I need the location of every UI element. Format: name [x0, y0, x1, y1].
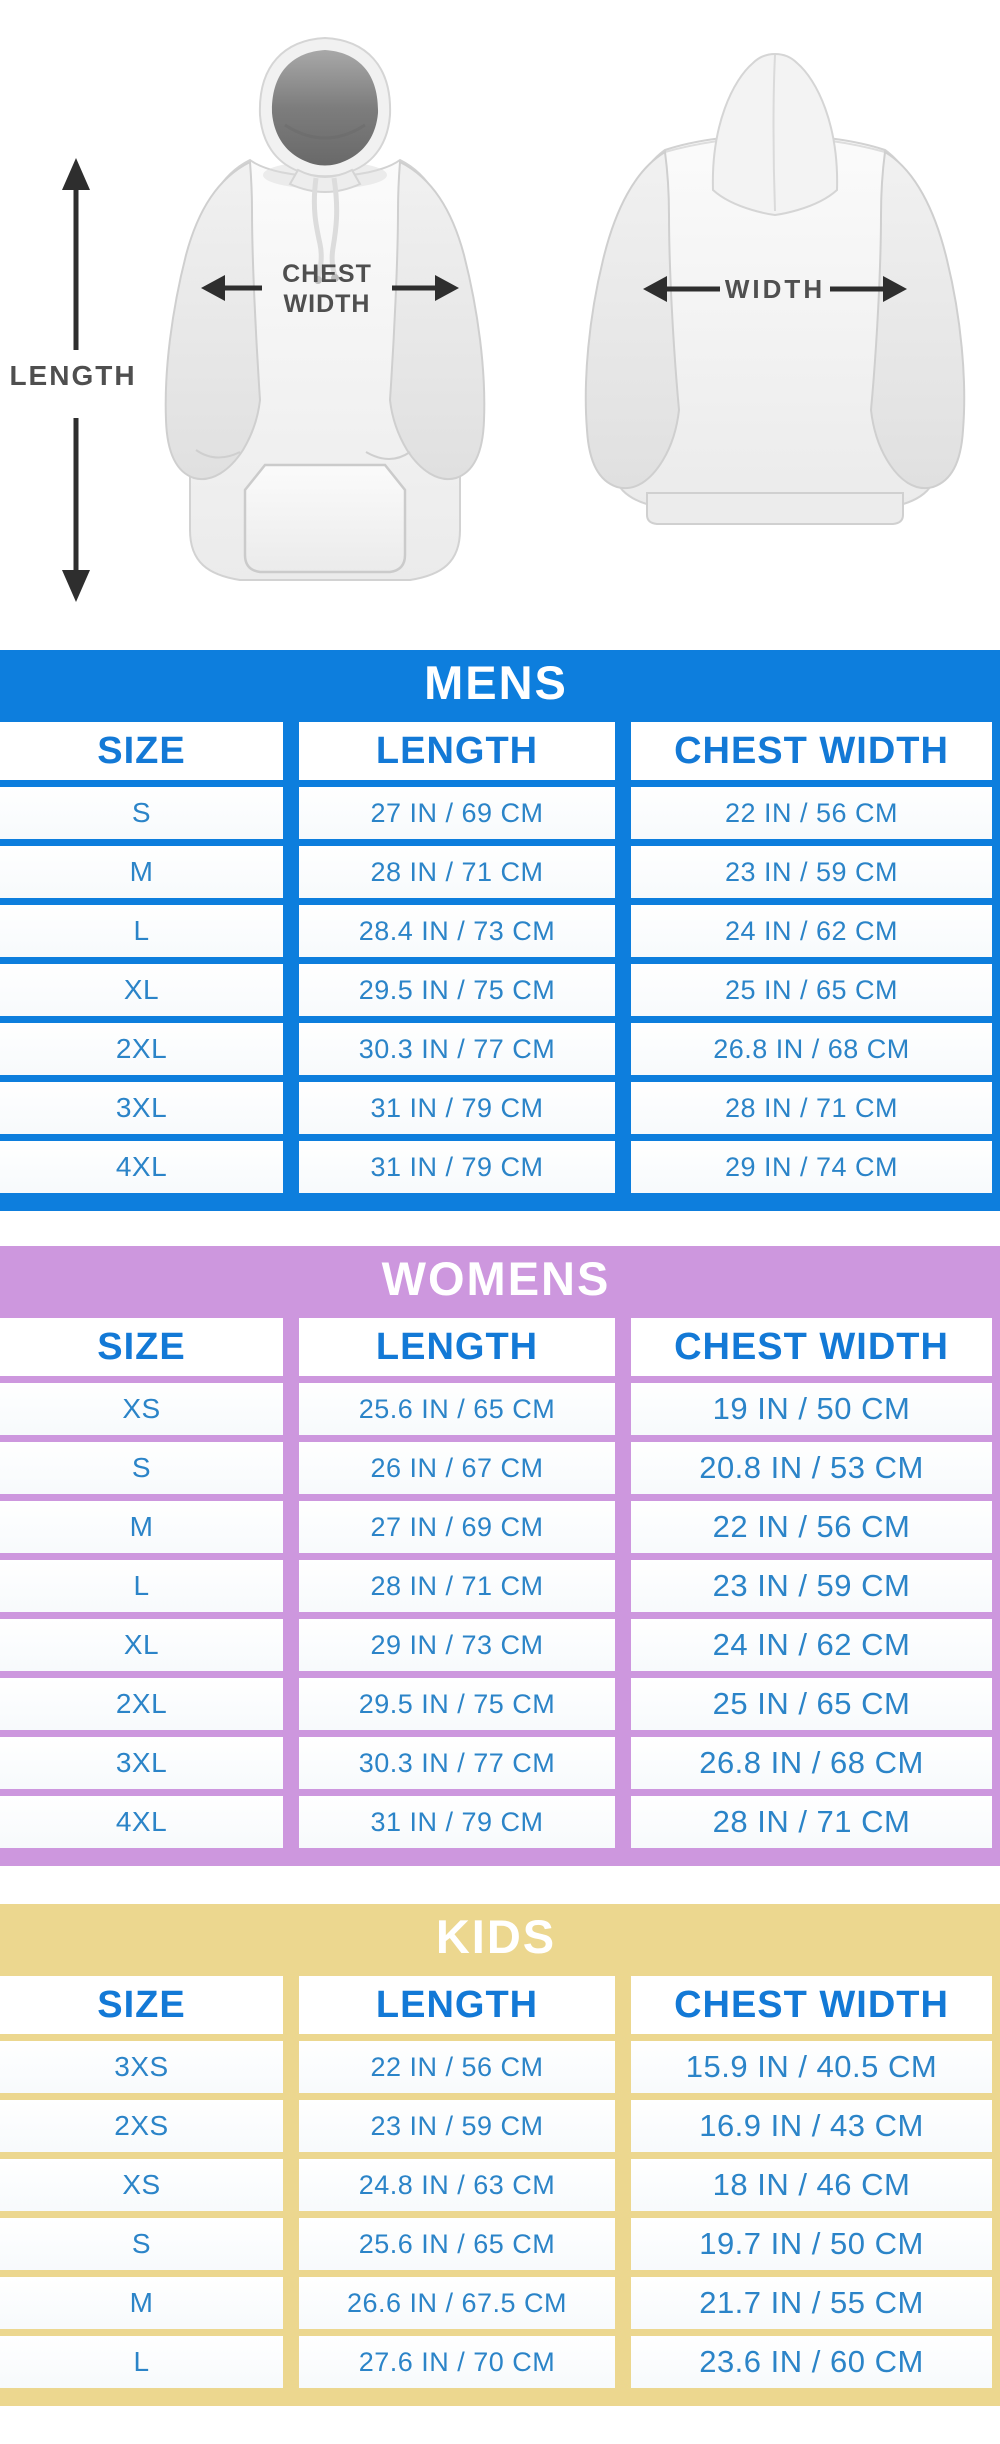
- size-cell: 4XL: [0, 1141, 283, 1193]
- table-bottom-band: [0, 1200, 992, 1211]
- width-arrow-icon: [643, 276, 907, 302]
- length-cell: 26.6 IN / 67.5 CM: [299, 2277, 615, 2329]
- chest-width-cell: 16.9 IN / 43 CM: [631, 2100, 992, 2152]
- chest-width-cell: 19.7 IN / 50 CM: [631, 2218, 992, 2270]
- size-cell: L: [0, 1560, 283, 1612]
- chest-width-cell: 25 IN / 65 CM: [631, 1678, 992, 1730]
- length-cell: 31 IN / 79 CM: [299, 1082, 615, 1134]
- size-cell: XS: [0, 1383, 283, 1435]
- womens-size-table: WOMENS SIZE LENGTH CHEST WIDTH XS 25.6 I…: [0, 1246, 1000, 1866]
- chest-width-cell: 19 IN / 50 CM: [631, 1383, 992, 1435]
- column-header-length: LENGTH: [299, 1318, 615, 1376]
- size-cell: S: [0, 2218, 283, 2270]
- length-cell: 31 IN / 79 CM: [299, 1796, 615, 1848]
- chest-width-cell: 29 IN / 74 CM: [631, 1141, 992, 1193]
- length-cell: 26 IN / 67 CM: [299, 1442, 615, 1494]
- column-header-chest-width: CHEST WIDTH: [631, 1318, 992, 1376]
- chest-width-cell: 24 IN / 62 CM: [631, 1619, 992, 1671]
- length-cell: 27.6 IN / 70 CM: [299, 2336, 615, 2388]
- column-header-length: LENGTH: [299, 1976, 615, 2034]
- size-cell: M: [0, 1501, 283, 1553]
- length-cell: 24.8 IN / 63 CM: [299, 2159, 615, 2211]
- size-cell: S: [0, 1442, 283, 1494]
- table-bottom-band: [0, 1855, 992, 1866]
- kids-size-table: KIDS SIZE LENGTH CHEST WIDTH 3XS 22 IN /…: [0, 1904, 1000, 2406]
- front-hoodie-image: [164, 36, 486, 581]
- measurement-arrows: LENGTH CHEST WIDTH WIDTH: [9, 158, 907, 602]
- measurement-diagram: LENGTH CHEST WIDTH WIDTH: [0, 0, 1000, 650]
- column-header-chest-width: CHEST WIDTH: [631, 1976, 992, 2034]
- size-cell: M: [0, 2277, 283, 2329]
- chest-width-cell: 28 IN / 71 CM: [631, 1796, 992, 1848]
- length-cell: 29.5 IN / 75 CM: [299, 1678, 615, 1730]
- mens-table-title: MENS: [424, 656, 568, 709]
- size-cell: 4XL: [0, 1796, 283, 1848]
- size-cell: L: [0, 905, 283, 957]
- chest-width-cell: 22 IN / 56 CM: [631, 787, 992, 839]
- size-cell: 2XS: [0, 2100, 283, 2152]
- size-cell: XL: [0, 1619, 283, 1671]
- chest-width-cell: 23 IN / 59 CM: [631, 1560, 992, 1612]
- size-cell: 3XL: [0, 1082, 283, 1134]
- column-header-chest-width: CHEST WIDTH: [631, 722, 992, 780]
- length-cell: 25.6 IN / 65 CM: [299, 1383, 615, 1435]
- size-cell: 2XL: [0, 1023, 283, 1075]
- chest-width-cell: 24 IN / 62 CM: [631, 905, 992, 957]
- chest-width-cell: 25 IN / 65 CM: [631, 964, 992, 1016]
- length-label: LENGTH: [9, 360, 136, 391]
- size-cell: XL: [0, 964, 283, 1016]
- back-hoodie-image: [584, 53, 966, 525]
- size-cell: XS: [0, 2159, 283, 2211]
- size-cell: 3XL: [0, 1737, 283, 1789]
- chest-width-cell: 18 IN / 46 CM: [631, 2159, 992, 2211]
- size-cell: 3XS: [0, 2041, 283, 2093]
- length-cell: 23 IN / 59 CM: [299, 2100, 615, 2152]
- length-cell: 28 IN / 71 CM: [299, 1560, 615, 1612]
- length-cell: 28 IN / 71 CM: [299, 846, 615, 898]
- column-header-length: LENGTH: [299, 722, 615, 780]
- back-width-label: WIDTH: [725, 274, 825, 304]
- chest-width-cell: 26.8 IN / 68 CM: [631, 1023, 992, 1075]
- chest-width-cell: 23.6 IN / 60 CM: [631, 2336, 992, 2388]
- length-cell: 22 IN / 56 CM: [299, 2041, 615, 2093]
- size-cell: L: [0, 2336, 283, 2388]
- chest-width-cell: 26.8 IN / 68 CM: [631, 1737, 992, 1789]
- size-cell: 2XL: [0, 1678, 283, 1730]
- chest-width-cell: 22 IN / 56 CM: [631, 1501, 992, 1553]
- mens-size-table: MENS SIZE LENGTH CHEST WIDTH S 27 IN / 6…: [0, 650, 1000, 1211]
- length-cell: 29 IN / 73 CM: [299, 1619, 615, 1671]
- chest-width-cell: 23 IN / 59 CM: [631, 846, 992, 898]
- chest-width-cell: 20.8 IN / 53 CM: [631, 1442, 992, 1494]
- chest-width-cell: 28 IN / 71 CM: [631, 1082, 992, 1134]
- length-cell: 27 IN / 69 CM: [299, 1501, 615, 1553]
- chest-width-cell: 21.7 IN / 55 CM: [631, 2277, 992, 2329]
- kids-table-title: KIDS: [435, 1910, 557, 1963]
- column-header-size: SIZE: [0, 1318, 283, 1376]
- size-cell: M: [0, 846, 283, 898]
- length-cell: 29.5 IN / 75 CM: [299, 964, 615, 1016]
- length-arrow-icon: [62, 158, 90, 602]
- length-cell: 30.3 IN / 77 CM: [299, 1737, 615, 1789]
- length-cell: 31 IN / 79 CM: [299, 1141, 615, 1193]
- length-cell: 28.4 IN / 73 CM: [299, 905, 615, 957]
- table-bottom-band: [0, 2395, 992, 2406]
- chest-width-arrow-icon: [201, 275, 459, 301]
- column-header-size: SIZE: [0, 1976, 283, 2034]
- column-header-size: SIZE: [0, 722, 283, 780]
- chest-width-cell: 15.9 IN / 40.5 CM: [631, 2041, 992, 2093]
- womens-table-title: WOMENS: [381, 1252, 611, 1305]
- length-cell: 27 IN / 69 CM: [299, 787, 615, 839]
- size-cell: S: [0, 787, 283, 839]
- length-cell: 25.6 IN / 65 CM: [299, 2218, 615, 2270]
- chest-width-label-line1: CHEST: [282, 260, 372, 288]
- chest-width-label-line2: WIDTH: [284, 290, 371, 318]
- length-cell: 30.3 IN / 77 CM: [299, 1023, 615, 1075]
